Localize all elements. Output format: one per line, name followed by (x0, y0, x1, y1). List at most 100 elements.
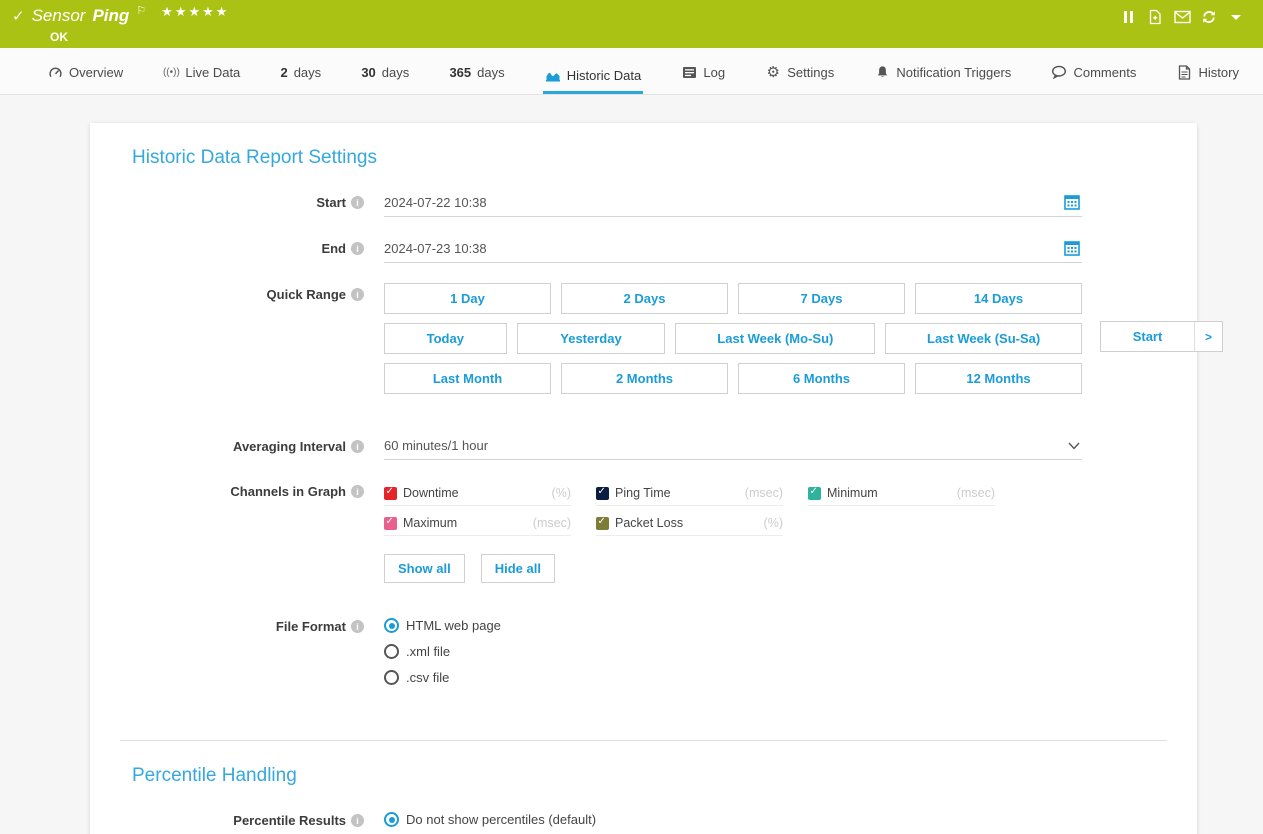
form-row-file-format: File Format HTML web page .xml file .csv… (132, 615, 1167, 696)
form-row-percentile-results: Percentile Results Do not show percentil… (132, 809, 1167, 834)
tab-label: Comments (1073, 64, 1137, 80)
quick-range-6-months-button[interactable]: 6 Months (738, 363, 905, 394)
channel-minimum: Minimum (msec) (808, 486, 995, 506)
quick-range-yesterday-button[interactable]: Yesterday (516, 323, 666, 354)
quick-range-12-months-button[interactable]: 12 Months (915, 363, 1082, 394)
page-body: Historic Data Report Settings Start 2024… (0, 123, 1263, 834)
info-icon[interactable] (351, 814, 364, 827)
history-icon (1177, 64, 1193, 80)
tab-history[interactable]: History (1175, 64, 1241, 94)
chevron-down-icon[interactable] (1068, 442, 1080, 450)
pause-icon[interactable] (1119, 9, 1137, 25)
radio-icon[interactable] (384, 670, 399, 685)
channel-maximum: Maximum (msec) (384, 516, 571, 536)
tab-label: Notification Triggers (896, 64, 1012, 80)
quick-range-row-3: Last Month 2 Months 6 Months 12 Months (384, 363, 1082, 394)
quick-range-2-days-button[interactable]: 2 Days (561, 283, 728, 314)
caret-down-icon[interactable] (1227, 9, 1245, 25)
info-icon[interactable] (351, 242, 364, 255)
info-icon[interactable] (351, 288, 364, 301)
chevron-right-icon[interactable]: > (1194, 322, 1222, 351)
form-row-channels: Channels in Graph Downtime (%) Ping Time… (132, 480, 1167, 583)
calendar-icon[interactable] (1064, 240, 1080, 256)
quick-range-1-day-button[interactable]: 1 Day (384, 283, 551, 314)
form-row-start: Start 2024-07-22 10:38 (132, 191, 1167, 217)
tab-notification-triggers[interactable]: Notification Triggers (872, 64, 1013, 94)
tab-settings[interactable]: ⚙ Settings (763, 64, 836, 94)
sensor-header: ✓ Sensor Ping ⚐ ★★★★★ OK (0, 0, 1263, 48)
end-date-input[interactable]: 2024-07-23 10:38 (384, 237, 1082, 263)
channel-checkbox[interactable] (596, 516, 609, 530)
tab-historic-data[interactable]: Historic Data (542, 67, 644, 94)
radio-selected-icon[interactable] (384, 812, 399, 827)
sensor-name: Ping (92, 6, 130, 25)
live-data-icon: ((•)) (162, 66, 180, 78)
file-format-option-xml[interactable]: .xml file (384, 644, 1082, 659)
refresh-icon[interactable] (1200, 9, 1218, 25)
tab-30-days[interactable]: 30 days (361, 65, 410, 80)
tab-bar: Overview ((•)) Live Data 2 days 30 days … (0, 48, 1263, 95)
info-icon[interactable] (351, 440, 364, 453)
quick-range-last-month-button[interactable]: Last Month (384, 363, 551, 394)
quick-range-last-week-su-sa-button[interactable]: Last Week (Su-Sa) (885, 323, 1082, 354)
hide-all-button[interactable]: Hide all (480, 554, 555, 583)
tab-365-days[interactable]: 365 days (449, 65, 505, 80)
file-format-option-html[interactable]: HTML web page (384, 618, 1082, 633)
start-date-input[interactable]: 2024-07-22 10:38 (384, 191, 1082, 217)
show-all-button[interactable]: Show all (384, 554, 465, 583)
percentile-option-none[interactable]: Do not show percentiles (default) (384, 812, 1082, 827)
quick-range-7-days-button[interactable]: 7 Days (738, 283, 905, 314)
channel-checkbox[interactable] (384, 516, 397, 530)
tab-label: Overview (69, 64, 124, 80)
sensor-type-label: Sensor (31, 6, 86, 25)
start-date-value: 2024-07-22 10:38 (384, 194, 487, 210)
quick-range-row-1: 1 Day 2 Days 7 Days 14 Days (384, 283, 1082, 314)
run-report-button-group: Start > (1100, 321, 1223, 352)
section-divider (120, 740, 1167, 741)
info-icon[interactable] (351, 620, 364, 633)
averaging-interval-select[interactable]: 60 minutes/1 hour (384, 435, 1082, 460)
tab-comments[interactable]: Comments (1049, 64, 1138, 94)
start-report-button[interactable]: Start (1132, 329, 1163, 344)
averaging-interval-value: 60 minutes/1 hour (384, 438, 489, 453)
quick-range-2-months-button[interactable]: 2 Months (561, 363, 728, 394)
gear-icon: ⚙ (766, 63, 780, 81)
quick-range-last-week-mo-su-button[interactable]: Last Week (Mo-Su) (675, 323, 876, 354)
file-format-option-csv[interactable]: .csv file (384, 670, 1082, 685)
form-row-averaging: Averaging Interval 60 minutes/1 hour (132, 435, 1167, 460)
channel-packet-loss: Packet Loss (%) (596, 516, 783, 536)
channels-grid: Downtime (%) Ping Time (msec) Minimum (m… (384, 480, 1024, 536)
settings-card: Historic Data Report Settings Start 2024… (90, 123, 1197, 834)
tab-label: Historic Data (566, 67, 642, 83)
tab-live-data[interactable]: ((•)) Live Data (161, 64, 242, 94)
comment-icon (1051, 64, 1067, 80)
email-icon[interactable] (1173, 9, 1191, 25)
channel-checkbox[interactable] (596, 486, 609, 500)
add-report-icon[interactable] (1146, 9, 1164, 25)
quick-range-today-button[interactable]: Today (384, 323, 507, 354)
section-title-percentile: Percentile Handling (132, 765, 297, 786)
quick-range-14-days-button[interactable]: 14 Days (915, 283, 1082, 314)
channel-checkbox[interactable] (384, 486, 397, 500)
radio-icon[interactable] (384, 644, 399, 659)
tab-log[interactable]: Log (679, 64, 727, 94)
calendar-icon[interactable] (1064, 194, 1080, 210)
channels-label: Channels in Graph (132, 480, 364, 583)
tab-2-days[interactable]: 2 days (280, 65, 322, 80)
info-icon[interactable] (351, 196, 364, 209)
radio-selected-icon[interactable] (384, 618, 399, 633)
channel-checkbox[interactable] (808, 486, 821, 500)
form-row-end: End 2024-07-23 10:38 (132, 237, 1167, 263)
status-badge: OK (50, 30, 68, 44)
section-title-historic: Historic Data Report Settings (132, 147, 377, 168)
flag-icon[interactable]: ⚐ (136, 5, 147, 17)
info-icon[interactable] (351, 485, 364, 498)
file-format-label: File Format (132, 615, 364, 696)
gauge-icon (47, 64, 63, 80)
tab-label: Live Data (185, 64, 241, 80)
tab-label: Log (703, 64, 726, 80)
bell-icon (874, 64, 890, 80)
priority-stars[interactable]: ★★★★★ (161, 4, 230, 19)
tab-overview[interactable]: Overview (45, 64, 125, 94)
